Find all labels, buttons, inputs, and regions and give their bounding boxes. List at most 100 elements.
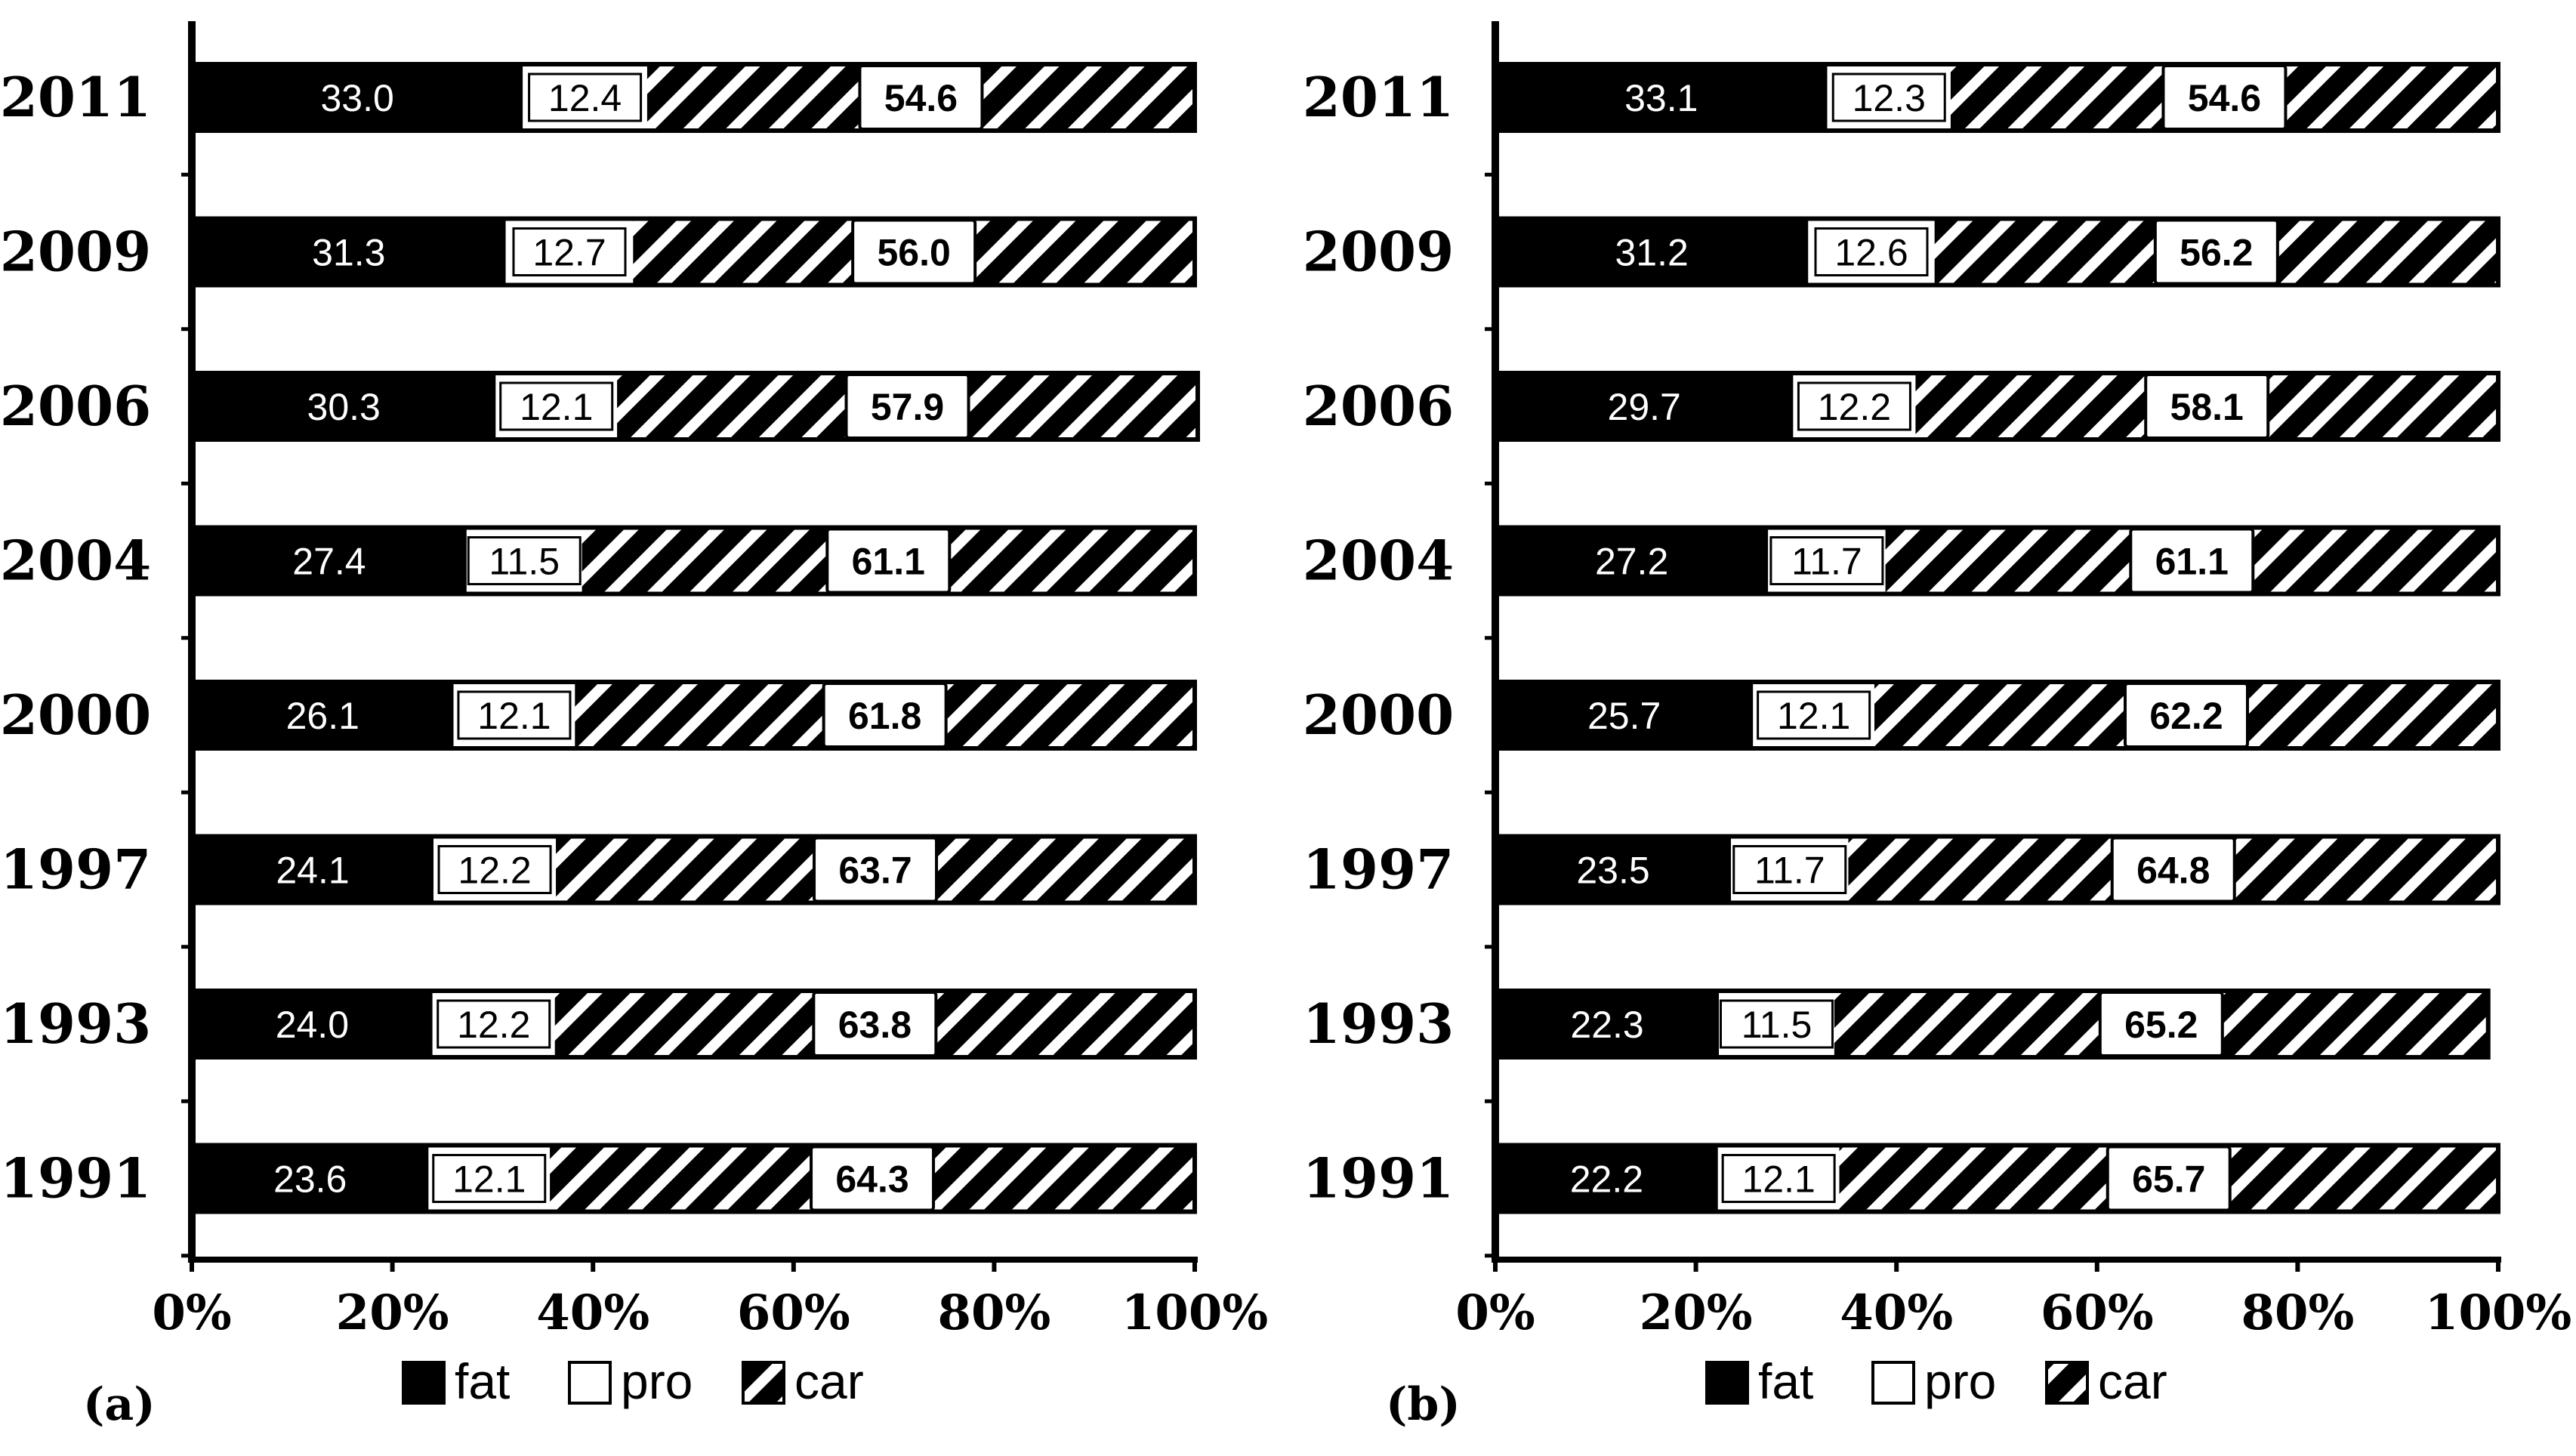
legend-swatch-pro (568, 1361, 612, 1405)
legend-swatch-fat (1705, 1361, 1749, 1405)
data-label-pro: 12.1 (477, 695, 551, 737)
data-label-fat: 22.2 (1570, 1158, 1643, 1201)
data-label-pro: 12.2 (1818, 386, 1891, 428)
data-label-fat: 22.3 (1570, 1004, 1643, 1046)
data-label-box-pro (432, 1154, 547, 1203)
category-label: 2006 (0, 374, 151, 438)
data-label-box-car (813, 836, 939, 903)
data-label-fat: 27.2 (1595, 541, 1668, 583)
data-label-pro: 11.7 (1754, 850, 1825, 892)
bar-segment-fat (192, 1145, 429, 1212)
legend-swatch-fat (402, 1361, 446, 1405)
legend-item-car: car (2045, 1353, 2167, 1409)
x-tick-label: 80% (2241, 1285, 2354, 1341)
data-label-box-pro (1757, 690, 1871, 740)
category-label: 1993 (0, 992, 151, 1056)
data-label-car: 61.8 (848, 695, 921, 737)
bar-segment-fat (1495, 64, 1828, 131)
bar-segment-fat (192, 373, 496, 440)
category-label: 1993 (1303, 992, 1454, 1056)
x-tick-label: 0% (152, 1285, 231, 1341)
bar-segment-fat (192, 682, 454, 748)
data-label-box-pro (1720, 999, 1834, 1049)
legend-item-fat: fat (402, 1353, 510, 1409)
data-label-car: 54.6 (2188, 77, 2261, 119)
data-label-car: 64.3 (835, 1158, 909, 1201)
data-label-box-pro (499, 381, 614, 431)
data-label-fat: 23.5 (1576, 850, 1649, 892)
data-label-car: 58.1 (2170, 386, 2244, 428)
bar-row-2004: 2004 27.4 11.5 61.1 (0, 525, 1197, 597)
data-label-car: 63.8 (838, 1004, 912, 1046)
x-tick-label: 40% (536, 1285, 649, 1341)
data-label-fat: 31.3 (312, 232, 385, 274)
data-label-box-car (2144, 373, 2270, 440)
data-label-fat: 33.1 (1624, 77, 1698, 119)
bar-row-2009: 2009 31.2 12.6 56.2 (1303, 216, 2500, 288)
data-label-car: 54.6 (884, 77, 958, 119)
panel-label: (a) (83, 1378, 156, 1431)
legend: fat pro car (402, 1353, 864, 1409)
category-label: 2004 (0, 529, 151, 593)
bar-segment-fat (1495, 836, 1732, 903)
data-label-pro: 11.5 (489, 541, 560, 583)
data-label-car: 61.1 (852, 541, 925, 583)
x-tick-label: 60% (2041, 1285, 2154, 1341)
bar-row-2011: 2011 33.1 12.3 54.6 (1303, 62, 2500, 133)
bar-row-2009: 2009 31.3 12.7 56.0 (0, 216, 1197, 288)
legend-label-fat: fat (455, 1353, 510, 1409)
bar-segment-fat (1495, 991, 1720, 1057)
category-label: 2011 (1303, 65, 1454, 129)
legend-label-car: car (2098, 1353, 2167, 1409)
panel-b: 2011 33.1 12.3 54.6 2009 31.2 12.6 56.2 2006 29.7… (1303, 21, 2571, 1431)
data-label-car: 65.7 (2132, 1158, 2205, 1201)
data-label-box-car (2129, 527, 2255, 594)
data-label-box-pro (467, 536, 582, 585)
data-label-box-pro (1831, 72, 1946, 122)
legend-item-fat: fat (1705, 1353, 1813, 1409)
data-label-car: 65.2 (2124, 1004, 2198, 1046)
category-label: 2004 (1303, 529, 1454, 593)
category-label: 1991 (0, 1146, 151, 1211)
data-label-fat: 23.6 (273, 1158, 347, 1201)
data-label-box-car (2106, 1145, 2232, 1212)
data-label-box-pro (1797, 381, 1911, 431)
legend-item-car: car (742, 1353, 864, 1409)
bar-row-1993: 1993 22.3 11.5 65.2 (1303, 989, 2491, 1060)
data-label-pro: 12.1 (520, 386, 593, 428)
category-label: 2009 (0, 220, 151, 284)
data-label-box-car (2161, 64, 2288, 131)
data-label-fat: 31.2 (1615, 232, 1689, 274)
category-label: 1997 (1303, 838, 1454, 902)
bar-row-1997: 1997 23.5 11.7 64.8 (1303, 834, 2500, 905)
legend-label-pro: pro (1924, 1353, 1996, 1409)
data-label-pro: 12.1 (452, 1158, 526, 1201)
bar-row-2004: 2004 27.2 11.7 61.1 (1303, 525, 2500, 597)
data-label-box-car (844, 373, 970, 440)
bar-segment-fat (1495, 218, 1809, 285)
bar-row-1997: 1997 24.1 12.2 63.7 (0, 834, 1197, 905)
bar-segment-fat (192, 991, 433, 1057)
bar-row-2006: 2006 29.7 12.2 58.1 (1303, 371, 2500, 442)
data-label-pro: 12.1 (1777, 695, 1850, 737)
data-label-box-pro (437, 845, 552, 894)
legend-swatch-car (2045, 1361, 2089, 1405)
category-label: 1991 (1303, 1146, 1454, 1211)
panel-a: 2011 33.0 12.4 54.6 2009 31.3 12.7 56.0 2006 30.3… (0, 21, 1268, 1431)
legend-label-fat: fat (1758, 1353, 1813, 1409)
data-label-fat: 27.4 (292, 541, 366, 583)
data-label-fat: 26.1 (286, 695, 359, 737)
data-label-box-pro (512, 227, 627, 276)
data-label-fat: 29.7 (1608, 386, 1681, 428)
legend-swatch-pro (1871, 1361, 1915, 1405)
x-tick-label: 100% (2425, 1285, 2571, 1341)
bar-segment-fat (1495, 682, 1754, 748)
bar-row-2000: 2000 26.1 12.1 61.8 (0, 680, 1197, 751)
x-tick-label: 80% (937, 1285, 1050, 1341)
data-label-box-pro (437, 999, 551, 1049)
data-label-box-pro (1814, 227, 1929, 276)
data-label-pro: 12.7 (532, 232, 606, 274)
data-label-pro: 11.5 (1741, 1004, 1812, 1046)
